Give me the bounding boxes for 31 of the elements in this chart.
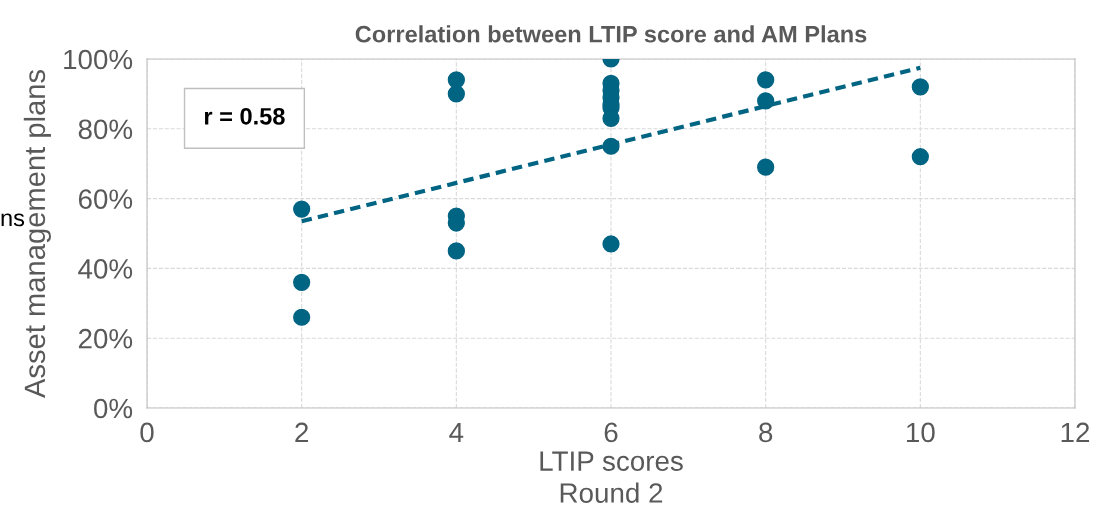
point — [757, 158, 775, 176]
point — [293, 273, 311, 291]
y-tick-label: 40% — [78, 259, 133, 279]
point — [447, 71, 465, 89]
point — [757, 92, 775, 110]
x-tick-label: 8 — [759, 422, 773, 443]
y-tick-label: 80% — [78, 119, 133, 140]
chart-title: Correlation between LTIP score and AM Plans — [355, 25, 867, 43]
x-tick-label: 12 — [1061, 422, 1090, 443]
y-tick-label: 100% — [64, 49, 133, 70]
point — [293, 200, 311, 218]
point — [757, 71, 775, 89]
x-tick-label: 10 — [907, 422, 935, 443]
point — [911, 148, 929, 166]
x-axis-title: LTIP scores Round 2 — [540, 451, 683, 503]
point — [911, 78, 929, 96]
y-tick-label: 20% — [78, 328, 133, 349]
point — [447, 242, 465, 260]
y-tick-label: 60% — [78, 189, 133, 209]
y-axis-title: Asset management plans — [23, 69, 51, 398]
x-tick-label: 0 — [140, 422, 154, 443]
text: ns — [1, 213, 25, 227]
point — [602, 137, 620, 155]
point — [602, 235, 620, 253]
x-tick-label: 2 — [295, 422, 308, 443]
point — [293, 308, 311, 326]
x-tick-label: 4 — [449, 422, 464, 443]
annotation: r = 0.58 — [204, 107, 285, 125]
y-tick-label: 0% — [94, 398, 133, 419]
x-tick-label: 6 — [604, 422, 618, 443]
point — [447, 85, 465, 103]
